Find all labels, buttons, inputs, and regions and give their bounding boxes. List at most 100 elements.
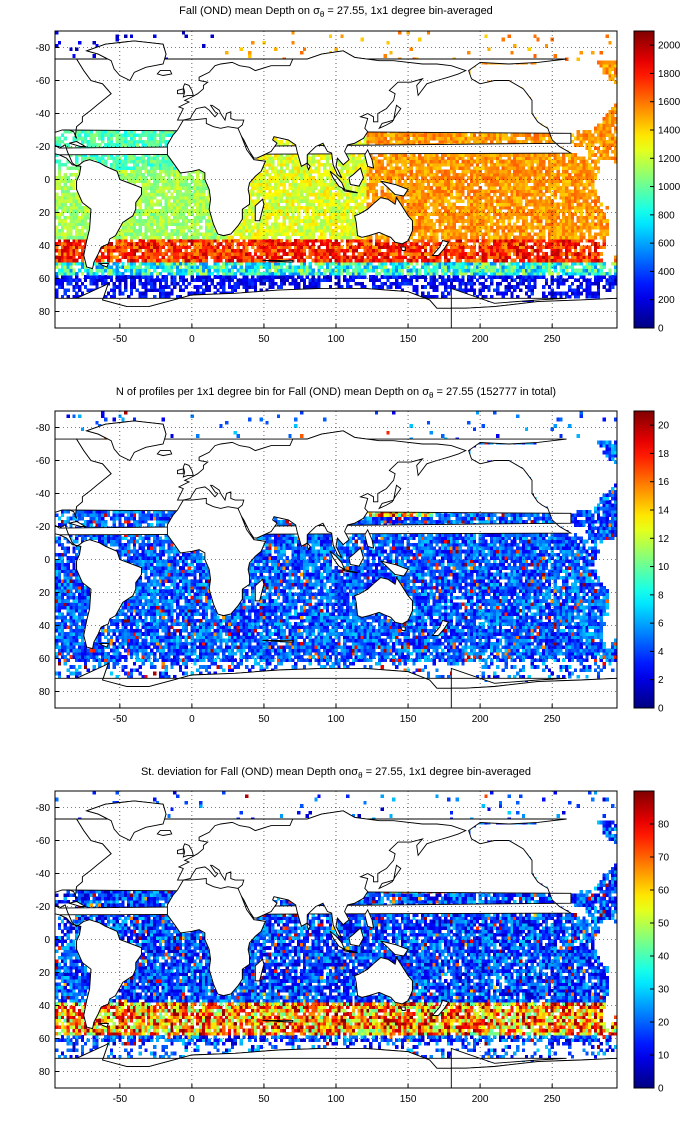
heatmap-cell [271,202,275,207]
heatmap-cell [374,265,379,269]
heatmap-cell [423,179,428,184]
heatmap-cell [164,252,168,256]
heatmap-cell [444,179,448,184]
heatmap-cell [187,209,191,213]
heatmap-cell [129,229,134,233]
heatmap-cell [533,268,537,273]
heatmap-cell [69,202,73,207]
heatmap-cell [176,248,180,253]
heatmap-cell [308,268,312,273]
heatmap-cell [423,235,428,240]
heatmap-cell [510,192,514,197]
heatmap-cell [104,248,108,253]
heatmap-cell [516,225,520,230]
heatmap-cell [147,265,151,269]
heatmap-cell [57,172,62,177]
heatmap-cell [354,281,358,286]
heatmap-cell [72,278,76,283]
heatmap-cell [524,235,529,240]
heatmap-cell [593,255,598,260]
heatmap-cell [230,288,235,293]
heatmap-cell [83,262,88,266]
heatmap-cell [135,232,139,236]
heatmap-cell [369,265,373,269]
heatmap-cell [519,248,523,253]
heatmap-cell [363,245,367,250]
heatmap-cell [282,225,286,230]
heatmap-cell [305,255,309,260]
heatmap-cell [409,186,413,190]
heatmap-cell [415,212,419,217]
heatmap-cell [167,238,171,243]
heatmap-cell [69,248,73,253]
heatmap-cell [458,258,462,263]
heatmap-cell [204,258,209,263]
heatmap-cell [343,192,347,197]
heatmap-cell [539,219,543,223]
heatmap-cell [498,179,503,184]
heatmap-cell [274,275,278,279]
heatmap-cell [227,262,232,266]
heatmap-cell [519,278,523,283]
heatmap-cell [527,278,531,283]
heatmap-cell [398,196,402,200]
heatmap-cell [380,275,384,279]
heatmap-cell [161,252,165,256]
heatmap-cell [392,268,396,273]
heatmap-cell [147,268,151,273]
heatmap-cell [449,182,454,187]
heatmap-cell [585,238,589,243]
heatmap-cell [150,281,154,286]
heatmap-cell [340,258,344,263]
heatmap-cell [516,295,520,299]
heatmap-cell [493,262,497,266]
heatmap-cell [276,245,281,250]
heatmap-cell [262,192,266,197]
heatmap-cell [467,245,471,250]
heatmap-cell [343,275,347,279]
heatmap-cell [340,219,344,223]
heatmap-cell [415,196,419,200]
heatmap-cell [251,232,255,236]
heatmap-cell [294,192,298,197]
heatmap-cell [464,252,468,256]
heatmap-cell [421,196,425,200]
heatmap-cell [158,199,163,203]
heatmap-cell [323,262,327,266]
heatmap-cell [86,222,90,227]
heatmap-cell [354,235,358,240]
heatmap-cell [279,248,284,253]
heatmap-cell [69,255,73,260]
heatmap-cell [262,172,266,177]
heatmap-cell [570,205,575,210]
heatmap-cell [588,262,592,266]
heatmap-cell [588,265,592,269]
heatmap-cell [544,179,549,184]
heatmap-cell [245,252,249,256]
heatmap-cell [493,182,497,187]
heatmap-cell [533,176,537,180]
heatmap-cell [524,262,529,266]
heatmap-cell [178,255,183,260]
heatmap-cell [164,275,168,279]
heatmap-cell [510,215,514,220]
heatmap-cell [576,179,580,184]
heatmap-cell [302,219,307,223]
heatmap-cell [308,189,312,194]
heatmap-cell [69,209,73,213]
heatmap-cell [323,242,327,246]
heatmap-cell [455,278,459,283]
heatmap-cell [291,248,295,253]
heatmap-cell [337,215,341,220]
heatmap-cell [380,235,384,240]
heatmap-cell [521,182,526,187]
heatmap-cell [271,275,275,279]
heatmap-cell [141,232,145,236]
heatmap-cell [66,235,70,240]
heatmap-cell [380,186,384,190]
heatmap-cell [573,232,578,236]
heatmap-cell [291,199,295,203]
heatmap-cell [222,255,226,260]
heatmap-cell [57,199,62,203]
heatmap-cell [398,199,402,203]
